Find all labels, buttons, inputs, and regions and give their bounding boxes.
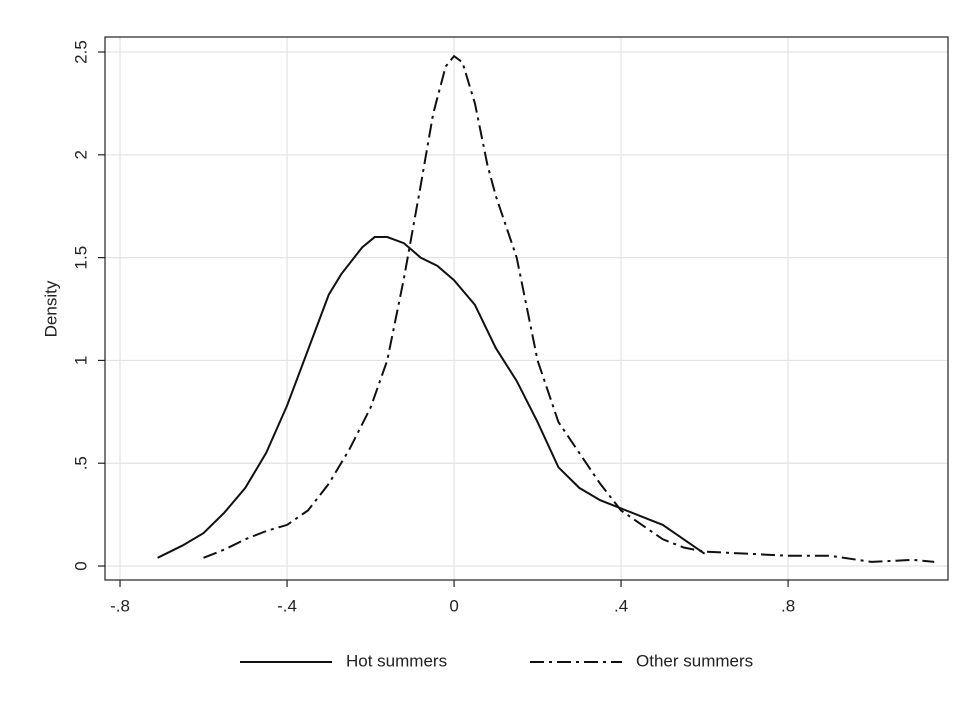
plot-frame [104, 36, 949, 581]
y-tick-label: 0 [71, 561, 90, 570]
x-tick-label: -.4 [277, 596, 297, 615]
y-tick-label: 1.5 [71, 246, 90, 270]
y-tick-label: .5 [71, 456, 90, 470]
y-tick-label: 2.5 [71, 40, 90, 64]
y-axis-label: Density [41, 280, 60, 337]
x-tick-label: -.8 [110, 596, 130, 615]
legend-label: Other summers [636, 651, 753, 670]
x-tick-label: 0 [449, 596, 458, 615]
density-line [203, 54, 935, 563]
y-tick-label: 1 [71, 356, 90, 365]
x-tick-label: .8 [781, 596, 795, 615]
density-line [157, 236, 706, 559]
legend-label: Hot summers [346, 651, 447, 670]
y-tick-label: 2 [71, 150, 90, 159]
x-tick-label: .4 [614, 596, 628, 615]
